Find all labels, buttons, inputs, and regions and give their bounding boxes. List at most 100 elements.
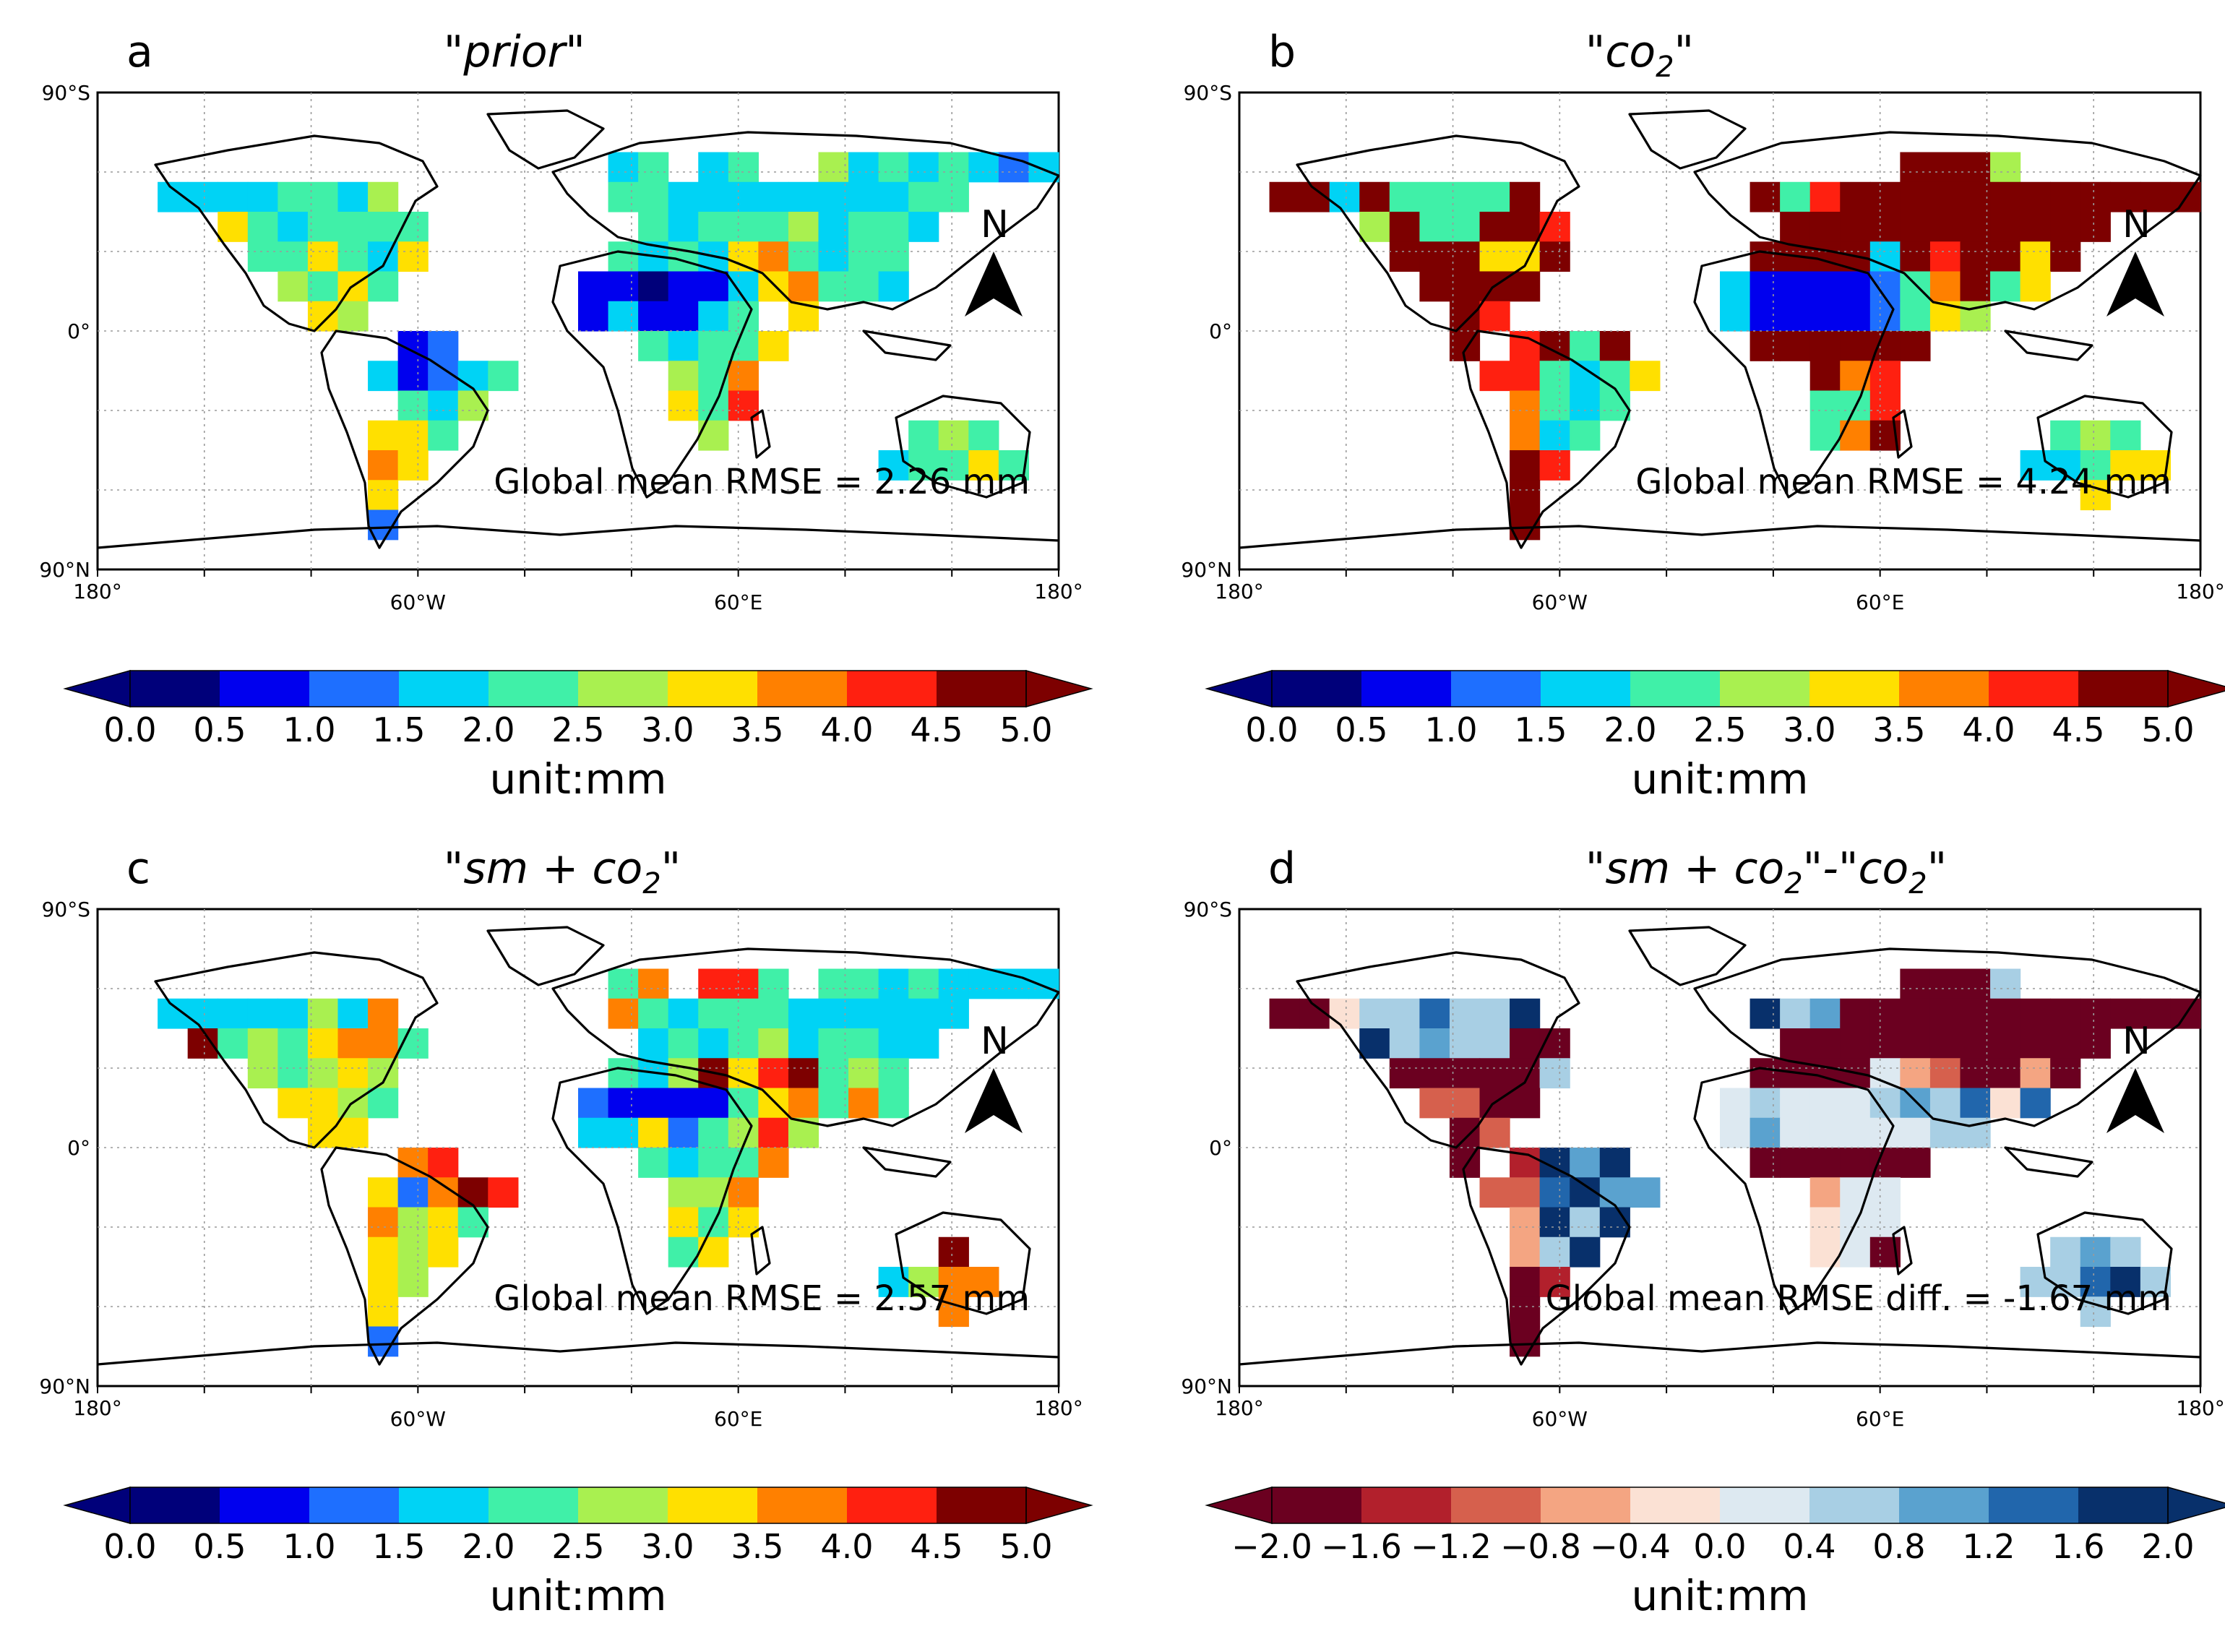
grid-cell <box>1869 1177 1901 1208</box>
title-subscript: 2 <box>1784 867 1802 900</box>
grid-cell <box>368 212 399 242</box>
grid-cell <box>1929 968 1961 999</box>
grid-cell <box>668 181 699 212</box>
grid-cell <box>638 301 669 332</box>
grid-cell <box>728 968 759 999</box>
grid-cell <box>668 1148 699 1178</box>
grid-cell <box>1539 361 1570 392</box>
grid-cell <box>1960 1058 1991 1089</box>
grid-cell <box>848 968 879 999</box>
grid-cell <box>1960 271 1991 302</box>
colorbar-swatch <box>1630 671 1721 707</box>
grid-cell <box>307 1028 339 1059</box>
title-subscript: 2 <box>1656 51 1674 84</box>
grid-cell <box>2020 1028 2051 1059</box>
title-subscript: 2 <box>1908 867 1927 900</box>
grid-cell <box>1510 1177 1541 1208</box>
colorbar-tick-label: −0.8 <box>1500 1527 1581 1566</box>
north-arrow-icon <box>965 1068 1023 1133</box>
panel-a: a "prior" N Global mean RMSE = 2.26 mm 90°S 0… <box>39 27 1093 804</box>
grid-cell <box>1510 212 1541 242</box>
grid-cell <box>1809 390 1841 421</box>
colorbar-tick-label: 2.0 <box>462 710 515 749</box>
grid-cell <box>728 361 759 392</box>
colorbar-swatch <box>220 1487 310 1523</box>
grid-cell <box>908 212 939 242</box>
colorbar-tick-label: 2.5 <box>1693 710 1746 749</box>
coastline <box>1462 1146 1631 1366</box>
rmse-annotation: Global mean RMSE = 2.57 mm <box>494 1278 1030 1319</box>
grid-cell <box>1750 241 1781 272</box>
coastline <box>862 1146 952 1178</box>
grid-cell <box>698 1088 729 1119</box>
grid-cell <box>1809 1207 1841 1238</box>
coastline <box>2004 1146 2093 1178</box>
panel-b: b "co2" N Global mean RMSE = 4.24 mm 90°S 0° 9… <box>1181 27 2225 804</box>
grid-cell <box>698 301 729 332</box>
colorbar-swatch <box>1541 671 1631 707</box>
grid-cell <box>758 271 789 302</box>
colorbar-swatch <box>1720 1487 1810 1523</box>
grid-cell <box>218 181 249 212</box>
colorbar: 0.0 0.5 1.0 1.5 2.0 2.5 3.0 3.5 4.0 4.5 5.0 unit:mm <box>63 670 1093 804</box>
grid-cell <box>728 1177 759 1208</box>
grid-cell <box>307 998 339 1029</box>
grid-cell <box>1389 998 1420 1029</box>
grid-cell <box>698 420 729 451</box>
grid-cell <box>1570 1207 1601 1238</box>
grid-cell <box>307 181 339 212</box>
grid-cell <box>2110 181 2141 212</box>
colorbar-tick-label: 3.5 <box>731 710 783 749</box>
colorbar-tick-label: 4.0 <box>820 710 873 749</box>
panel-letter: a <box>126 27 153 77</box>
grid-cell <box>1900 1058 1931 1089</box>
lat-label-top: 90°S <box>1184 898 1232 921</box>
coastlines <box>97 109 1060 549</box>
colorbar-tick-label: 2.5 <box>551 1527 604 1566</box>
coastline <box>551 947 1060 1127</box>
grid-cell <box>788 181 819 212</box>
grid-cell <box>1028 152 1059 183</box>
grid-cell <box>1809 301 1841 332</box>
colorbar-tick-label: 1.0 <box>1424 710 1477 749</box>
grid-cell <box>1750 1058 1781 1089</box>
grid-cell <box>1329 998 1360 1029</box>
grid-cell <box>848 181 879 212</box>
grid-cell <box>457 361 489 392</box>
grid-cell <box>818 271 849 302</box>
lat-label-top: 90°S <box>42 81 90 105</box>
grid-cell <box>638 212 669 242</box>
grid-cell <box>908 152 939 183</box>
coastline <box>154 134 439 332</box>
grid-cell <box>1809 998 1841 1029</box>
grid-cell <box>1809 271 1841 302</box>
coastline <box>1693 131 2202 311</box>
colorbar-swatch <box>2078 1487 2169 1523</box>
grid-cell <box>668 331 699 361</box>
grid-cell <box>1929 241 1961 272</box>
grid-cell <box>1780 181 1811 212</box>
grid-cells <box>158 968 1059 1357</box>
grid-cell <box>878 450 909 481</box>
panel-title: "sm + co2"-"co2" <box>1585 843 1947 900</box>
colorbar-tick-label: 2.0 <box>1604 710 1656 749</box>
grid-cell <box>1539 420 1570 451</box>
colorbar-swatch <box>1899 671 1989 707</box>
grid-cell <box>848 241 879 272</box>
grid-cell <box>397 1236 429 1268</box>
coastline <box>486 926 605 986</box>
grid-cell <box>758 1117 789 1148</box>
grid-cell <box>1479 998 1510 1029</box>
grid-cell <box>2110 450 2141 481</box>
grid-cell <box>1900 241 1931 272</box>
grid-cell <box>788 241 819 272</box>
grid-cell <box>1750 181 1781 212</box>
grid-cell <box>1840 361 1871 392</box>
grid-cell <box>2050 1058 2081 1089</box>
grid-cell <box>1479 1058 1510 1089</box>
grid-cell <box>1840 1117 1871 1148</box>
colorbar-swatch <box>937 671 1027 707</box>
grid-cell <box>1780 271 1811 302</box>
